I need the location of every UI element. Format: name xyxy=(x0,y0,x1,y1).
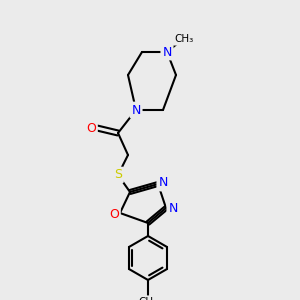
Text: O: O xyxy=(86,122,96,134)
Text: N: N xyxy=(168,202,178,215)
Text: CH₃: CH₃ xyxy=(138,297,158,300)
Text: O: O xyxy=(109,208,119,221)
Text: N: N xyxy=(162,46,172,59)
Text: N: N xyxy=(158,176,168,190)
Text: N: N xyxy=(131,103,141,116)
Text: S: S xyxy=(114,169,122,182)
Text: CH₃: CH₃ xyxy=(174,34,194,44)
